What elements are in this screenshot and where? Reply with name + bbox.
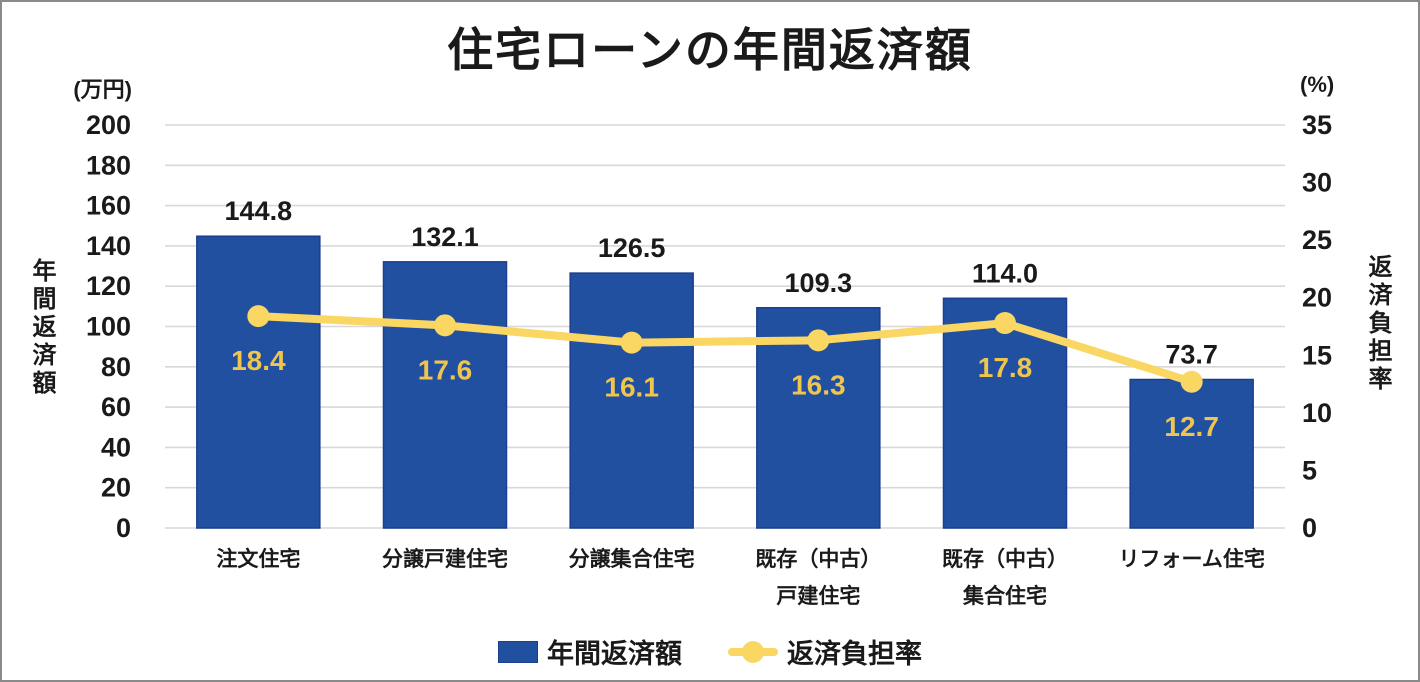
bar-series-swatch bbox=[498, 640, 538, 663]
rate-point bbox=[247, 305, 270, 328]
rate-point bbox=[994, 312, 1016, 335]
right-axis-tick: 15 bbox=[1302, 340, 1332, 370]
bar-5 bbox=[1129, 378, 1254, 529]
bar-value-label: 114.0 bbox=[972, 258, 1038, 288]
legend-item-bar-series: 年間返済額 bbox=[498, 632, 682, 671]
left-axis-tick: 0 bbox=[116, 513, 131, 543]
bar-value-label: 132.1 bbox=[411, 222, 479, 252]
right-axis-title: 返済負担率 bbox=[1364, 254, 1391, 394]
bar-value-label: 109.3 bbox=[785, 268, 853, 298]
left-axis-tick: 20 bbox=[101, 473, 131, 503]
category-label: 既存（中古）戸建住宅 bbox=[755, 547, 881, 608]
left-axis-tick: 120 bbox=[86, 271, 131, 301]
left-axis-tick: 200 bbox=[86, 110, 131, 140]
rate-value-label: 16.1 bbox=[604, 372, 659, 403]
left-axis-tick: 100 bbox=[86, 312, 131, 342]
right-axis-tick: 0 bbox=[1302, 513, 1317, 543]
left-axis-tick: 180 bbox=[86, 150, 131, 180]
rate-value-label: 18.4 bbox=[231, 345, 286, 376]
rate-value-label: 17.6 bbox=[418, 354, 473, 385]
right-axis-tick: 30 bbox=[1302, 168, 1332, 198]
right-axis-tick: 10 bbox=[1302, 398, 1332, 428]
rate-value-label: 12.7 bbox=[1164, 411, 1219, 442]
right-axis-tick: 25 bbox=[1302, 225, 1332, 255]
left-axis-tick: 80 bbox=[101, 352, 131, 382]
category-label: 既存（中古）集合住宅 bbox=[942, 547, 1068, 608]
line-series-swatch bbox=[728, 640, 778, 663]
left-axis-tick: 60 bbox=[101, 392, 131, 422]
rate-value-label: 16.3 bbox=[791, 369, 846, 400]
rate-point bbox=[620, 331, 643, 354]
category-label: 分譲戸建住宅 bbox=[382, 547, 508, 571]
left-axis-title: 年間返済額 bbox=[28, 258, 55, 398]
right-axis-tick: 20 bbox=[1302, 283, 1332, 313]
right-axis-tick: 35 bbox=[1302, 110, 1332, 140]
rate-point bbox=[434, 314, 456, 337]
line-marker-dot bbox=[742, 640, 764, 663]
bar-2 bbox=[569, 272, 694, 529]
rate-point bbox=[807, 329, 830, 352]
line-series-legend-label: 返済負担率 bbox=[787, 639, 922, 669]
rate-point bbox=[1180, 370, 1203, 393]
legend: 年間返済額 返済負担率 bbox=[2, 632, 1418, 671]
left-axis-tick: 140 bbox=[86, 231, 131, 261]
bar-0 bbox=[196, 235, 321, 529]
left-axis-unit: (万円) bbox=[73, 77, 132, 102]
left-axis-tick: 160 bbox=[86, 191, 131, 221]
bar-1 bbox=[382, 261, 508, 529]
category-label: リフォーム住宅 bbox=[1118, 547, 1264, 571]
chart-title: 住宅ローンの年間返済額 bbox=[447, 24, 973, 76]
left-axis-tick: 40 bbox=[101, 432, 131, 462]
legend-item-line-series: 返済負担率 bbox=[728, 632, 922, 671]
bar-value-label: 73.7 bbox=[1165, 339, 1218, 369]
right-axis-unit: (%) bbox=[1300, 72, 1335, 97]
bar-series-legend-label: 年間返済額 bbox=[547, 639, 682, 669]
rate-value-label: 17.8 bbox=[978, 352, 1033, 383]
category-label: 注文住宅 bbox=[216, 547, 300, 571]
rate-line bbox=[254, 312, 1196, 386]
bar-value-label: 144.8 bbox=[225, 196, 293, 226]
bar-value-label: 126.5 bbox=[598, 233, 666, 263]
right-axis-tick: 5 bbox=[1302, 455, 1317, 485]
category-label: 分譲集合住宅 bbox=[569, 547, 695, 571]
